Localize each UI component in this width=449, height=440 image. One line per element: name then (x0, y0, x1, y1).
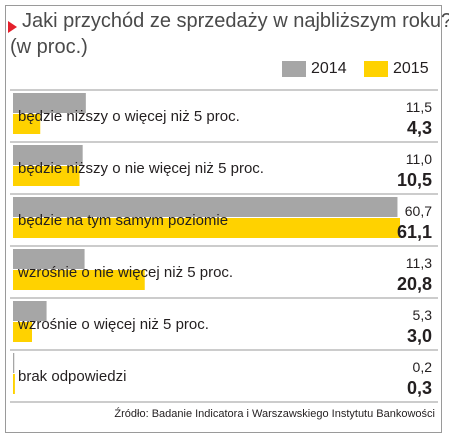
bar-2015-2 (13, 166, 80, 186)
value-label-2015-6: 0,3 (407, 378, 432, 398)
bar-2014-6 (13, 353, 15, 373)
value-label-2015-4: 20,8 (397, 274, 432, 294)
bar-2015-1 (13, 114, 41, 134)
category-label-1: będzie niższy o więcej niż 5 proc. (18, 108, 240, 125)
category-label-3: będzie na tym samym poziomie (18, 212, 228, 229)
bar-2015-3 (13, 218, 400, 238)
value-label-2014-4: 11,3 (406, 255, 432, 271)
category-label-2: będzie niższy o nie więcej niż 5 proc. (18, 160, 264, 177)
legend-label-2014: 2014 (311, 60, 347, 77)
bar-2014-1 (13, 93, 86, 113)
value-label-2014-1: 11,5 (406, 99, 432, 115)
legend-label-2015: 2015 (393, 60, 429, 77)
chart-subtitle: (w proc.) (10, 36, 88, 58)
category-label-6: brak odpowiedzi (18, 368, 126, 385)
value-label-2015-1: 4,3 (407, 118, 432, 138)
category-label-4: wzrośnie o nie więcej niż 5 proc. (17, 264, 233, 281)
legend-swatch-2015 (364, 61, 388, 77)
legend-swatch-2014 (282, 61, 306, 77)
bar-2014-5 (13, 301, 47, 321)
category-label-5: wzrośnie o więcej niż 5 proc. (17, 316, 209, 333)
title-marker-icon (8, 21, 17, 33)
value-label-2015-5: 3,0 (407, 326, 432, 346)
bar-2014-4 (13, 249, 85, 269)
value-label-2015-2: 10,5 (397, 170, 432, 190)
value-label-2014-3: 60,7 (405, 203, 432, 219)
bar-2014-2 (13, 145, 83, 165)
value-label-2014-6: 0,2 (413, 359, 433, 375)
source-note: Źródło: Badanie Indicatora i Warszawskie… (114, 408, 435, 420)
value-label-2014-2: 11,0 (406, 151, 432, 167)
bar-2015-6 (13, 374, 15, 394)
value-label-2015-3: 61,1 (397, 222, 432, 242)
chart-title: Jaki przychód ze sprzedaży w najbliższym… (22, 10, 449, 32)
bar-2014-3 (13, 197, 398, 217)
bar-2015-5 (13, 322, 33, 342)
value-label-2014-5: 5,3 (413, 307, 433, 323)
bar-2015-4 (13, 270, 145, 290)
